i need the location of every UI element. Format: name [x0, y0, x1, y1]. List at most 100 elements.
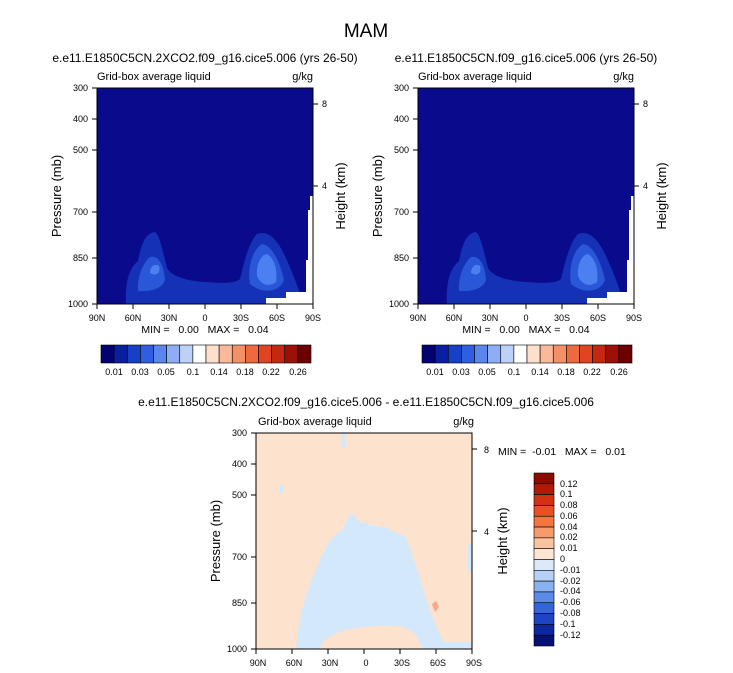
- x-tick-label: 90N: [410, 313, 427, 323]
- colorbar-swatch: [533, 472, 555, 485]
- x-tick-label: 60N: [125, 313, 142, 323]
- y-tick-label: 700: [73, 207, 88, 217]
- colorbar-swatch: [592, 344, 607, 364]
- colorbar-swatch: [579, 344, 593, 364]
- y-axis-right: 8 4 Height (km): [313, 99, 348, 230]
- x-tick-label: 30N: [322, 658, 339, 668]
- colorbar-swatch: [113, 344, 128, 364]
- panel-2xco2: e.e11.E1850C5CN.2XCO2.f09_g16.cice5.006 …: [49, 51, 358, 377]
- colorbar-swatch: [533, 613, 555, 625]
- colorbar-label: 0.1: [187, 367, 200, 377]
- colorbar: 0.01 0.03 0.05 0.1 0.14 0.18 0.22 0.26: [100, 344, 312, 377]
- y-tick-label: 850: [73, 253, 88, 263]
- x-tick-label: 90S: [305, 313, 321, 323]
- contour-band-nh-3: [150, 264, 160, 275]
- colorbar-swatch: [461, 344, 475, 364]
- colorbar-swatch: [192, 344, 207, 364]
- y-axis-label: Pressure (mb): [49, 155, 64, 237]
- panel-subtitle-left: Grid-box average liquid: [258, 416, 372, 428]
- panel-title: e.e11.E1850C5CN.2XCO2.f09_g16.cice5.006 …: [138, 395, 594, 409]
- x-tick-label: 60N: [286, 658, 303, 668]
- colorbar-swatch: [487, 344, 502, 364]
- x-tick-label: 60N: [446, 313, 463, 323]
- x-tick-label: 30N: [482, 313, 499, 323]
- colorbar-swatch: [126, 344, 141, 364]
- colorbar-label: 0.14: [531, 367, 549, 377]
- colorbar-label: 0.22: [262, 367, 280, 377]
- colorbar-label: 0.26: [610, 367, 628, 377]
- colorbar-label: 0.18: [557, 367, 575, 377]
- colorbar-label: 0.04: [560, 522, 578, 532]
- x-tick-label: 30S: [394, 658, 410, 668]
- x-axis: 90N 60N 30N 0 30S 60S 90S: [89, 304, 321, 323]
- colorbar-swatch: [533, 580, 555, 593]
- y-axis: 300 400 500 700 850 1000 Pressure (mb): [208, 428, 256, 654]
- height-axis-label: Height (km): [495, 507, 510, 574]
- x-tick-label: 90N: [250, 658, 267, 668]
- colorbar-swatch: [552, 344, 567, 364]
- colorbar-label: -0.06: [560, 597, 581, 607]
- colorbar-swatch: [421, 344, 436, 364]
- colorbar-swatch: [166, 344, 181, 364]
- colorbar-swatch: [297, 344, 312, 364]
- y-axis-label: Pressure (mb): [208, 500, 223, 582]
- x-tick-label: 0: [363, 658, 368, 668]
- y-tick-label: 700: [232, 552, 247, 562]
- colorbar-swatch: [533, 591, 555, 604]
- panel-subtitle-right: g/kg: [613, 71, 634, 83]
- y-tick-label: 300: [232, 428, 247, 438]
- x-tick-label: 60S: [430, 658, 446, 668]
- colorbar-swatch: [284, 344, 299, 364]
- missing-data-region: [266, 196, 313, 304]
- colorbar-swatch: [526, 344, 541, 364]
- colorbar: 0.01 0.03 0.05 0.1 0.14 0.18 0.22 0.26: [421, 344, 633, 377]
- colorbar-swatch: [513, 344, 528, 364]
- positive-region-inner: [320, 625, 422, 649]
- colorbar-swatch: [618, 344, 633, 364]
- x-tick-label: 30S: [233, 313, 249, 323]
- colorbar-label: 0.01: [105, 367, 123, 377]
- colorbar-swatch: [533, 483, 555, 495]
- colorbar-swatch: [533, 537, 555, 549]
- colorbar-swatch: [245, 344, 259, 364]
- y-axis-right: 8 4 Height (km): [472, 445, 510, 575]
- height-tick-label: 8: [643, 99, 648, 109]
- x-tick-label: 30N: [161, 313, 178, 323]
- y-axis: 300 400 500 700 850 1000 Pressure (mb): [370, 83, 418, 309]
- colorbar-swatch: [533, 515, 555, 528]
- height-axis-label: Height (km): [333, 162, 348, 229]
- colorbar-swatch: [447, 344, 462, 364]
- colorbar-swatch: [474, 344, 488, 364]
- colorbar-label: -0.04: [560, 586, 581, 596]
- y-tick-label: 500: [232, 490, 247, 500]
- colorbar-label: 0.1: [508, 367, 521, 377]
- colorbar-swatch: [533, 526, 555, 539]
- colorbar-swatch: [533, 570, 555, 582]
- colorbar-swatch: [140, 344, 154, 364]
- x-tick-label: 30S: [554, 313, 570, 323]
- height-tick-label: 4: [643, 181, 648, 191]
- min-max-text: MIN = 0.00 MAX = 0.04: [141, 324, 268, 336]
- colorbar-label: -0.08: [560, 608, 581, 618]
- colorbar-swatch: [533, 505, 555, 517]
- x-tick-label: 60S: [590, 313, 606, 323]
- y-axis-label: Pressure (mb): [370, 155, 385, 237]
- x-tick-label: 90S: [466, 658, 482, 668]
- colorbar-label: 0.1: [560, 489, 573, 499]
- y-tick-label: 700: [394, 207, 409, 217]
- negative-spot: [280, 485, 283, 494]
- colorbar-label: 0.03: [131, 367, 149, 377]
- panel-subtitle-right: g/kg: [292, 71, 313, 83]
- colorbar-swatch: [231, 344, 246, 364]
- y-tick-label: 400: [73, 114, 88, 124]
- colorbar-label: 0.18: [236, 367, 254, 377]
- y-tick-label: 500: [73, 145, 88, 155]
- colorbar-label: 0.22: [583, 367, 601, 377]
- height-tick-label: 8: [322, 99, 327, 109]
- height-tick-label: 4: [322, 181, 327, 191]
- panel-subtitle-right: g/kg: [453, 416, 474, 428]
- colorbar-swatch: [605, 344, 620, 364]
- y-tick-label: 400: [394, 114, 409, 124]
- min-max-text: MIN = -0.01 MAX = 0.01: [498, 446, 626, 458]
- colorbar-label: -0.01: [560, 565, 581, 575]
